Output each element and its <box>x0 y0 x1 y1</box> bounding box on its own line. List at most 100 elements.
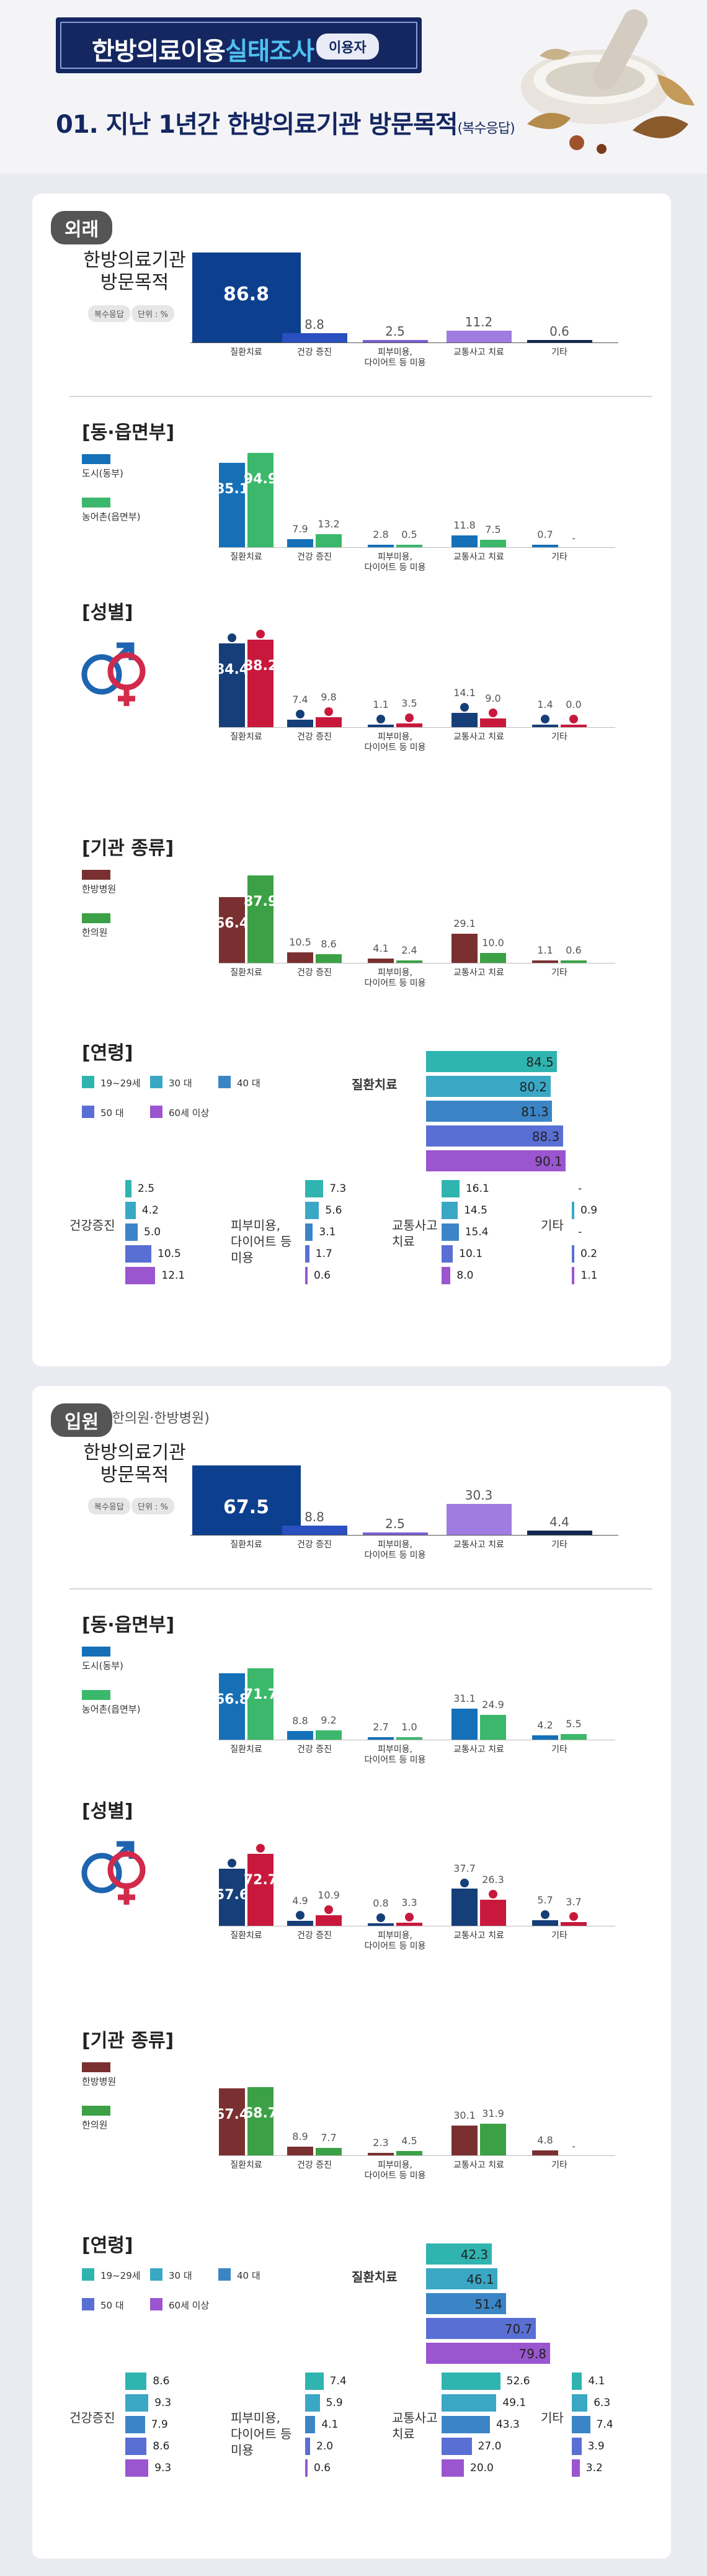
in-inst-category-label: 피부미용, 다이어트 등 미용 <box>364 2160 426 2181</box>
out-region-legend-swatch <box>82 454 110 464</box>
in-age-value: 6.3 <box>594 2397 611 2409</box>
out-inst-bar <box>561 960 587 963</box>
out-inst-value: 87.9 <box>243 894 278 910</box>
question-text: 01. 지난 1년간 한방의료기관 방문목적 <box>56 110 458 139</box>
out-gender-person-icon <box>296 710 305 719</box>
in-inst-category-label: 기타 <box>551 2160 567 2170</box>
out-gender-symbol-icon <box>81 642 146 706</box>
in-age-value: 52.6 <box>506 2375 530 2387</box>
in-gender-person-icon <box>489 1889 497 1898</box>
out-gender-person-icon <box>256 629 265 638</box>
out-gender-baseline <box>218 727 615 728</box>
out-gender-category-label: 기타 <box>551 732 567 742</box>
in-region-value: 4.2 <box>537 1719 553 1732</box>
inpatient-overall-chart: 한방의료기관 방문목적 복수응답 단위 : % 67.5 8.8 2.5 30.3 4.4 질환… <box>32 1436 671 1572</box>
out-region-value: - <box>572 532 576 544</box>
out-gender-category-label: 질환치료 <box>230 732 262 742</box>
in-region-bar <box>561 1734 587 1740</box>
in-gender-person-icon <box>296 1911 305 1920</box>
out-age-disease-value: 84.5 <box>526 1055 554 1070</box>
out-overall-bar <box>446 331 512 342</box>
out-region-value: 0.7 <box>537 529 553 540</box>
out-age-bar <box>305 1245 309 1263</box>
in-inst-value: - <box>572 2140 576 2152</box>
out-age-disease-label: 질환치료 <box>352 1077 398 1092</box>
in-gender-value: 5.7 <box>537 1894 553 1906</box>
inpatient-tag-note: (한의원·한방병원) <box>107 1411 210 1426</box>
in-gender-bar <box>287 1921 313 1926</box>
out-region-value: 7.9 <box>292 523 308 535</box>
out-age-disease-value: 80.2 <box>519 1080 548 1094</box>
out-age-legend-label: 19~29세 <box>100 1078 141 1089</box>
in-note-multi: 복수응답 <box>88 1498 130 1514</box>
in-gender-value: 72.7 <box>243 1872 278 1888</box>
out-gender-value: 84.4 <box>215 661 249 678</box>
out-age-value: - <box>578 1226 582 1238</box>
out-inst-category-label: 기타 <box>551 968 567 978</box>
inpatient-institution-chart: [기관 종류] 한방병원 한의원 67.4 68.7 8.9 7.7 2.3 4.5 30.1 31… <box>32 2025 671 2211</box>
out-inst-bar <box>532 960 558 963</box>
in-inst-category-label: 건강 증진 <box>297 2160 332 2170</box>
out-age-disease-bar <box>426 1051 558 1072</box>
out-region-value: 2.8 <box>373 528 389 540</box>
in-region-bar <box>396 1737 422 1740</box>
out-inst-baseline <box>218 963 615 964</box>
in-gender-bar <box>480 1899 506 1926</box>
out-age-bar <box>125 1223 138 1241</box>
in-age-bar <box>572 2438 582 2455</box>
out-overall-value: 2.5 <box>385 323 405 339</box>
in-region-title: [동·읍면부] <box>82 1614 175 1636</box>
out-inst-bar <box>480 953 506 963</box>
out-inst-value: 1.1 <box>537 944 553 956</box>
outpatient-overall-chart: 한방의료기관 방문목적 복수응답 단위 : % 86.8 8.8 2.5 11.2 0.6 질환… <box>32 243 671 380</box>
out-overall-category-label: 기타 <box>551 347 567 357</box>
out-overall-value: 11.2 <box>465 315 493 330</box>
inpatient-region-chart: [동·읍면부] 도시(동부) 농어촌(읍면부) 66.8 71.7 8.8 9.2 2.7 1.… <box>32 1609 671 1765</box>
in-gender-value: 0.8 <box>373 1897 389 1909</box>
page-header: 한방의료이용실태조사 이용자 01. 지난 1년간 한방의료기관 방문목적(복수… <box>0 0 707 174</box>
in-inst-value: 30.1 <box>453 2109 476 2121</box>
out-age-value: 1.7 <box>315 1248 332 1260</box>
in-age-value: 27.0 <box>478 2440 502 2453</box>
out-region-value: 7.5 <box>485 524 501 535</box>
in-region-value: 2.7 <box>373 1720 389 1733</box>
in-age-group-title: 건강증진 <box>69 2410 115 2425</box>
out-gender-category-label: 교통사고 치료 <box>453 732 504 742</box>
in-gender-value: 4.9 <box>292 1895 308 1907</box>
in-inst-bar <box>451 2125 478 2155</box>
question-heading: 01. 지난 1년간 한방의료기관 방문목적(복수응답) <box>56 104 515 140</box>
out-gender-value: 0.0 <box>566 699 582 710</box>
in-age-bar <box>572 2459 580 2477</box>
out-overall-category-label: 피부미용, 다이어트 등 미용 <box>364 347 426 368</box>
out-gender-bar <box>480 718 506 727</box>
in-age-legend-label: 30 대 <box>169 2270 192 2281</box>
in-age-legend-swatch <box>218 2268 231 2281</box>
in-region-category-label: 기타 <box>551 1745 567 1755</box>
in-region-value: 9.2 <box>321 1714 337 1727</box>
out-gender-person-icon <box>541 715 549 723</box>
in-gender-category-label: 기타 <box>551 1931 567 1941</box>
out-inst-bar <box>451 934 478 963</box>
out-region-value: 0.5 <box>401 529 417 540</box>
in-age-value: 7.9 <box>151 2418 168 2431</box>
out-age-bar <box>125 1245 151 1263</box>
in-age-value: 0.6 <box>314 2462 331 2474</box>
out-gender-value: 3.5 <box>401 697 417 710</box>
out-region-bar <box>247 453 273 547</box>
in-age-value: 9.3 <box>154 2462 172 2474</box>
out-age-legend-swatch <box>82 1076 94 1088</box>
out-overall-title: 한방의료기관 방문목적 <box>83 249 186 293</box>
in-age-disease-value: 46.1 <box>466 2272 494 2287</box>
out-overall-value: 8.8 <box>305 317 324 333</box>
in-inst-category-label: 교통사고 치료 <box>453 2160 504 2170</box>
out-region-legend-label: 도시(동부) <box>82 468 123 479</box>
out-overall-bar <box>282 333 347 342</box>
out-gender-person-icon <box>569 715 578 723</box>
in-gender-person-icon <box>569 1912 578 1921</box>
out-inst-bar <box>396 960 422 963</box>
out-note-multi: 복수응답 <box>88 305 130 322</box>
out-gender-bar <box>247 639 273 727</box>
title-part-2: 실태조사 <box>225 37 314 66</box>
in-region-category-label: 교통사고 치료 <box>453 1745 504 1755</box>
in-gender-bar <box>396 1922 422 1926</box>
